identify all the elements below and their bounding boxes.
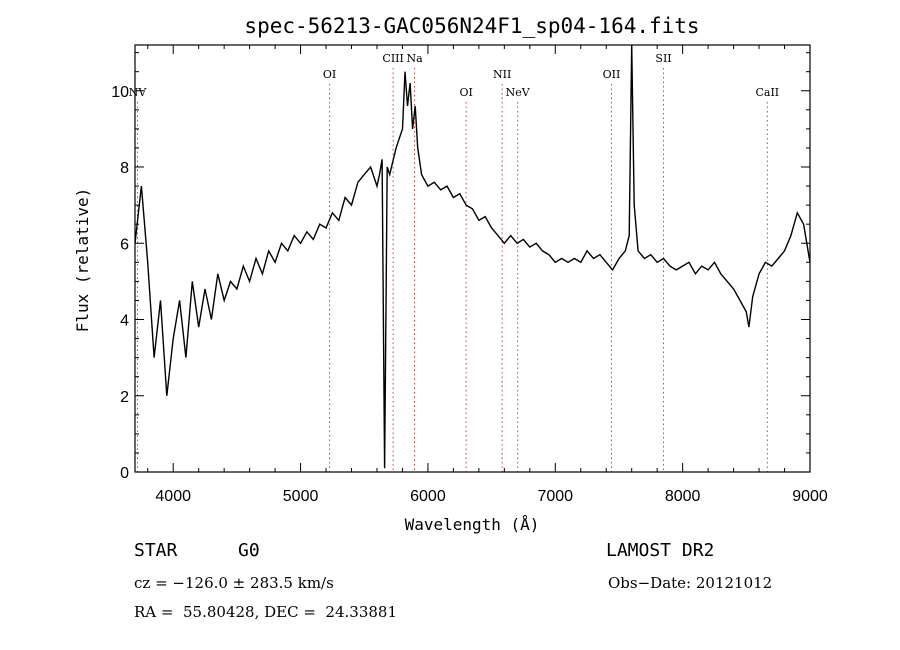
y-axis-label: Flux (relative) [73, 188, 92, 333]
spectral-line-label: NII [493, 68, 511, 81]
axis-ticks: 4000 5000 6000 7000 8000 9000 0 2 4 6 8 10 [111, 45, 828, 505]
spectral-line-label: OI [459, 86, 472, 99]
x-axis-label: Wavelength (Å) [405, 515, 540, 534]
x-tick-label: 9000 [792, 488, 828, 505]
spectrum-line [134, 44, 811, 469]
object-subclass: G0 [238, 540, 260, 561]
y-tick-label: 6 [120, 236, 129, 253]
spectral-line-label: Na [406, 52, 423, 65]
y-tick-label: 0 [120, 465, 129, 482]
redshift-text: cz = −126.0 ± 283.5 km/s [134, 574, 334, 592]
spectral-line-label: OI [323, 68, 336, 81]
spectral-line-label: SII [655, 52, 671, 65]
y-tick-label: 2 [120, 389, 129, 406]
x-tick-label: 7000 [537, 488, 573, 505]
object-class: STAR [134, 540, 178, 561]
survey-name: LAMOST DR2 [606, 540, 715, 561]
y-tick-label: 8 [120, 160, 129, 177]
x-tick-label: 4000 [155, 488, 191, 505]
plot-frame [134, 44, 811, 473]
spectral-line-label: OII [603, 68, 621, 81]
spectral-line-label: NV [129, 86, 148, 99]
spectral-line-label: CaII [755, 86, 779, 99]
spectral-line-label: NeV [506, 86, 531, 99]
x-tick-label: 5000 [283, 488, 319, 505]
y-tick-label: 4 [120, 313, 129, 330]
spectral-line-label: CIII [382, 52, 403, 65]
coords-text: RA = 55.80428, DEC = 24.33881 [134, 603, 398, 621]
chart-title: spec-56213-GAC056N24F1_sp04-164.fits [244, 14, 699, 38]
x-tick-label: 6000 [410, 488, 446, 505]
obs-date-text: Obs−Date: 20121012 [608, 574, 773, 592]
y-tick-label: 10 [111, 84, 129, 101]
spectral-line-markers: NV OI CIII Na OI NII NeV OII SII CaII [129, 52, 779, 472]
x-tick-label: 8000 [665, 488, 701, 505]
